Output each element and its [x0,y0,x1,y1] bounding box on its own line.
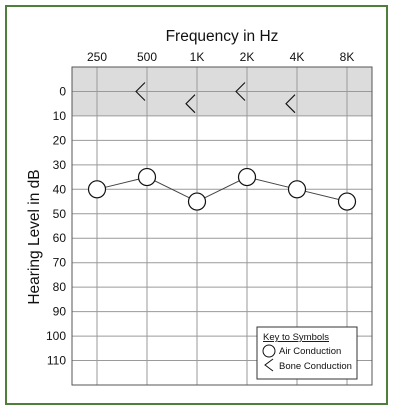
plot-border [71,66,373,386]
y-tick-label: 110 [47,354,66,368]
y-tick-label: 30 [53,158,67,172]
air-conduction-point [337,192,357,211]
y-tick-label: 20 [53,133,67,147]
x-tick-label: 500 [137,50,157,64]
air-conduction-point [187,192,207,211]
bone-conduction-point [235,82,246,101]
bone-conduction-point [135,82,146,101]
x-tick-label: 4K [290,50,305,64]
legend: Key to Symbols Air Conduction Bone Condu… [256,326,358,380]
x-tick-label: 250 [87,50,107,64]
bone-conduction-point [285,94,296,114]
audiogram-chart: Frequency in Hz Hearing Level in dB 0 10 2… [26,28,373,386]
y-axis-label: Hearing Level in dB [26,169,43,304]
legend-bone-label: Bone Conduction [279,361,352,372]
y-tick-label: 70 [53,256,67,270]
y-tick-label: 0 [59,84,66,98]
legend-air-label: Air Conduction [279,346,341,357]
legend-title: Key to Symbols [263,332,329,343]
x-tick-label: 1K [190,50,205,64]
y-tick-label: 90 [53,305,67,319]
legend-air-symbol [262,344,276,358]
x-tick-label: 2K [240,50,255,64]
air-conduction-point [237,167,257,187]
y-tick-label: 50 [53,207,67,221]
air-conduction-point [137,167,157,187]
chart-frame: Frequency in Hz Hearing Level in dB 0 10 2… [5,5,388,405]
chart-title: Frequency in Hz [166,28,279,45]
x-tick-label: 8K [340,50,355,64]
y-tick-label: 100 [46,329,66,343]
y-tick-label: 80 [53,280,67,294]
bone-conduction-point [185,94,196,114]
air-conduction-point [87,180,107,199]
y-tick-label: 40 [53,182,67,196]
y-tick-label: 10 [53,109,67,123]
legend-bone-symbol [264,358,274,372]
y-tick-label: 60 [53,231,67,245]
air-conduction-point [287,180,307,199]
